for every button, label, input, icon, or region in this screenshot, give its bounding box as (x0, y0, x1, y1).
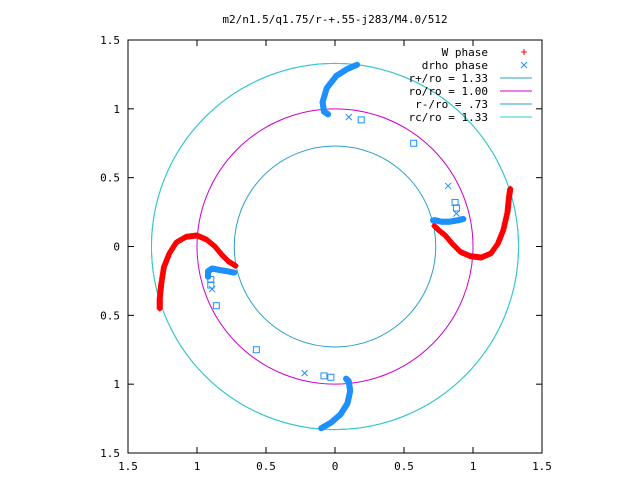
data-series (156, 61, 514, 432)
drho-phase-cross (444, 182, 452, 190)
reference-circle-4 (233, 145, 437, 348)
w-phase-point-fill (431, 223, 437, 229)
reference-circles (150, 62, 520, 431)
drho-phase-cross (453, 210, 460, 217)
drho-phase-square (212, 302, 220, 310)
x-tick-label: 1.5 (532, 460, 552, 473)
drho-phase-square (327, 373, 335, 381)
drho-phase-cross (345, 113, 353, 121)
chart-title: m2/n1.5/q1.75/r-+.55-j283/M4.0/512 (222, 13, 447, 26)
x-tick-label: 0.5 (394, 460, 414, 473)
legend-label-2: r+/ro = 1.33 (409, 72, 488, 85)
legend-label-0: W phase (442, 46, 488, 59)
drho-phase-point (325, 111, 332, 118)
drho-phase-square (320, 372, 328, 380)
reference-circle-5 (150, 62, 520, 431)
drho-phase-point (231, 269, 238, 276)
drho-phase-square (452, 204, 460, 212)
y-tick-label: 0 (113, 241, 120, 254)
x-tick-label: 1.5 (118, 460, 138, 473)
legend-label-4: r-/ro = .73 (415, 98, 488, 111)
y-tick-label: 0.5 (100, 172, 120, 185)
y-tick-label: 1 (113, 378, 120, 391)
drho-phase-square (410, 139, 418, 147)
y-tick-label: 1.5 (100, 447, 120, 460)
legend-marker-w-phase (521, 49, 527, 55)
drho-phase-square (357, 116, 365, 124)
w-phase-point-fill (233, 263, 239, 269)
y-tick-label: 0.5 (100, 309, 120, 322)
x-tick-label: 1 (194, 460, 201, 473)
legend-marker-drho-phase (520, 61, 528, 69)
drho-phase-point (429, 217, 436, 224)
legend-label-1: drho phase (422, 59, 488, 72)
legend-label-5: rc/ro = 1.33 (409, 111, 488, 124)
x-tick-label: 0.5 (256, 460, 276, 473)
series-drho-phase (205, 61, 467, 432)
axis-ticks: 1.5 1 0.5 0 0.5 1 1.51.510.500.511.5 (100, 34, 552, 473)
y-tick-label: 1.5 (100, 34, 120, 47)
legend-label-3: ro/ro = 1.00 (409, 85, 488, 98)
x-tick-label: 0 (332, 460, 339, 473)
reference-circle-3 (196, 108, 474, 385)
drho-phase-point (343, 375, 350, 382)
drho-phase-square (252, 346, 260, 354)
series-w-phase (156, 185, 514, 312)
x-tick-label: 1 (470, 460, 477, 473)
y-tick-label: 1 (113, 103, 120, 116)
drho-phase-cross (208, 285, 216, 293)
drho-phase-cross (301, 369, 308, 377)
